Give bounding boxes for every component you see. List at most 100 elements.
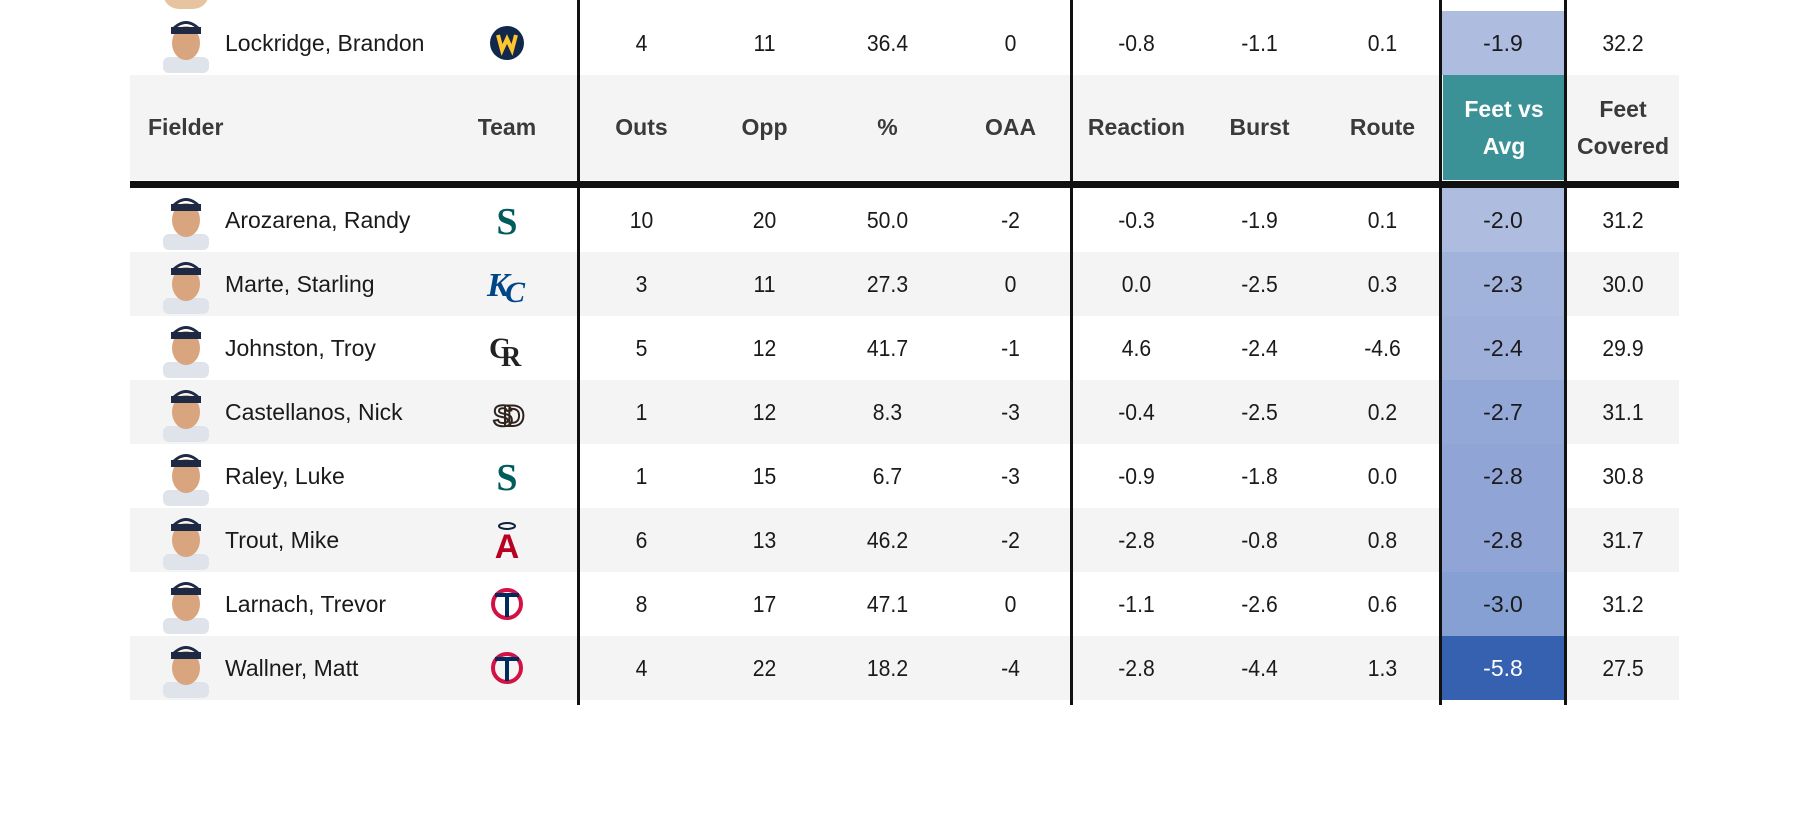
cell-feet-covered: 27.5 — [1602, 654, 1644, 681]
cell-feet-covered: 31.2 — [1602, 590, 1644, 617]
header-feet-vs-avg-line1: Feet vs — [1464, 95, 1544, 122]
svg-text:S: S — [493, 400, 513, 432]
table-header: Fielder Team Outs Opp % OAA Reaction Bur… — [130, 75, 1679, 180]
cell-reaction: -2.8 — [1118, 526, 1155, 553]
fielder-name[interactable]: Raley, Luke — [225, 462, 345, 489]
column-divider-oaa — [1070, 0, 1073, 705]
cell-opp: 12 — [752, 398, 777, 425]
cell-feet-vs-avg: -2.0 — [1442, 188, 1564, 252]
column-divider-feet-left — [1439, 0, 1442, 705]
header-feet-covered-line2: Covered — [1576, 132, 1670, 159]
avatar — [163, 638, 209, 698]
cell-opp: 17 — [752, 590, 777, 617]
cell-opp: 13 — [752, 526, 777, 553]
avatar — [163, 0, 209, 9]
svg-text:A: A — [495, 528, 520, 560]
avatar — [163, 510, 209, 570]
cell-feet-vs-avg: -2.4 — [1442, 316, 1564, 380]
fielder-name[interactable]: Larnach, Trevor — [225, 590, 387, 617]
team-header-underline — [455, 181, 580, 188]
cell-burst: -2.5 — [1241, 398, 1278, 425]
cell-feet-covered: 29.9 — [1602, 334, 1644, 361]
avatar — [163, 13, 209, 73]
cell-outs: 4 — [635, 29, 648, 56]
cell-route: 0.0 — [1367, 462, 1398, 489]
header-divider — [130, 181, 1679, 188]
avatar — [163, 254, 209, 314]
fielder-name[interactable]: Castellanos, Nick — [225, 398, 403, 425]
cell-outs: 3 — [635, 270, 648, 297]
table-row[interactable]: Trout, Mike A 6 13 46.2 -2 -2.8 -0.8 0.8 -2.8 31.7 — [130, 508, 1679, 572]
cell-pct: 6.7 — [872, 462, 903, 489]
cell-feet-vs-avg: -2.7 — [1442, 380, 1564, 444]
table-row[interactable]: Larnach, Trevor 8 17 47.1 0 -1.1 -2.6 0.6 -3.0 31… — [130, 572, 1679, 636]
cell-route: 0.1 — [1367, 206, 1398, 233]
table-row[interactable]: Wallner, Matt 4 22 18.2 -4 -2.8 -4.4 1.3 -5.8 27.… — [130, 636, 1679, 700]
svg-text:S: S — [496, 201, 517, 240]
cell-oaa: 0 — [1004, 270, 1017, 297]
cell-reaction: -0.9 — [1118, 462, 1155, 489]
header-team[interactable]: Team — [477, 114, 537, 140]
svg-text:R: R — [501, 342, 522, 368]
header-route[interactable]: Route — [1349, 114, 1416, 140]
fielder-name[interactable]: Marte, Starling — [225, 270, 375, 297]
svg-text:S: S — [496, 457, 517, 496]
cell-burst: -2.5 — [1241, 270, 1278, 297]
avatar — [163, 190, 209, 250]
cell-route: -4.6 — [1364, 334, 1401, 361]
cell-pct: 18.2 — [866, 654, 909, 681]
cell-reaction: 4.6 — [1121, 334, 1152, 361]
twins-logo-icon — [485, 648, 529, 688]
cell-burst: -2.6 — [1241, 590, 1278, 617]
fielder-name[interactable]: Trout, Mike — [225, 526, 340, 553]
cell-reaction: -0.4 — [1118, 398, 1155, 425]
table-row[interactable]: Arozarena, Randy S 10 20 50.0 -2 -0.3 -1.9 0.1 -2… — [130, 188, 1679, 252]
header-opp[interactable]: Opp — [741, 114, 788, 140]
cell-pct: 47.1 — [866, 590, 909, 617]
header-oaa[interactable]: OAA — [984, 114, 1037, 140]
fielder-name[interactable]: Wallner, Matt — [225, 654, 359, 681]
cell-reaction: 0.0 — [1121, 270, 1152, 297]
table-row[interactable]: Lockridge, Brandon 4 11 36.4 0 -0.8 -1.1 0.1 -1.… — [130, 11, 1679, 75]
avatar — [163, 318, 209, 378]
header-feet-covered[interactable]: Feet Covered — [1567, 75, 1679, 180]
fielder-name[interactable]: Arozarena, Randy — [225, 206, 411, 233]
angels-logo-icon: A — [485, 520, 529, 560]
cell-feet-covered: 32.2 — [1602, 29, 1644, 56]
cell-route: 0.1 — [1367, 29, 1398, 56]
cell-feet-covered: 30.8 — [1602, 462, 1644, 489]
cell-route: 0.8 — [1367, 526, 1398, 553]
header-reaction[interactable]: Reaction — [1087, 114, 1186, 140]
header-fielder[interactable]: Fielder — [148, 114, 224, 140]
cell-feet-covered: 31.1 — [1602, 398, 1644, 425]
svg-text:D: D — [503, 400, 525, 432]
cell-burst: -4.4 — [1241, 654, 1278, 681]
fielder-name[interactable]: Lockridge, Brandon — [225, 29, 425, 56]
cell-oaa: -2 — [1001, 526, 1020, 553]
table-row[interactable]: Marte, Starling K C 3 11 27.3 0 0.0 -2.5 0.3 -2.3 3… — [130, 252, 1679, 316]
table-row[interactable]: Castellanos, Nick S D 1 12 8.3 -3 -0.4 -2.5 0.2 -2… — [130, 380, 1679, 444]
cell-reaction: -0.8 — [1118, 29, 1155, 56]
cell-opp: 20 — [752, 206, 777, 233]
cell-outs: 6 — [635, 526, 648, 553]
cell-burst: -1.8 — [1241, 462, 1278, 489]
header-feet-vs-avg[interactable]: Feet vs Avg — [1443, 75, 1565, 180]
header-burst[interactable]: Burst — [1229, 114, 1290, 140]
cell-outs: 8 — [635, 590, 648, 617]
cell-outs: 1 — [635, 462, 648, 489]
header-pct[interactable]: % — [877, 114, 898, 140]
header-outs[interactable]: Outs — [615, 114, 668, 140]
cell-feet-covered: 31.7 — [1602, 526, 1644, 553]
fielder-name[interactable]: Johnston, Troy — [225, 334, 376, 361]
svg-text:C: C — [505, 276, 526, 304]
cell-feet-covered: 31.2 — [1602, 206, 1644, 233]
table-row[interactable]: Johnston, Troy C R 5 12 41.7 -1 4.6 -2.4 -4.6 -2.4… — [130, 316, 1679, 380]
cell-opp: 12 — [752, 334, 777, 361]
cell-opp: 15 — [752, 462, 777, 489]
cell-oaa: 0 — [1004, 29, 1017, 56]
table-row[interactable]: Raley, Luke S 1 15 6.7 -3 -0.9 -1.8 0.0 -2.8 30.8 — [130, 444, 1679, 508]
cell-opp: 11 — [753, 270, 776, 297]
cell-outs: 10 — [629, 206, 654, 233]
